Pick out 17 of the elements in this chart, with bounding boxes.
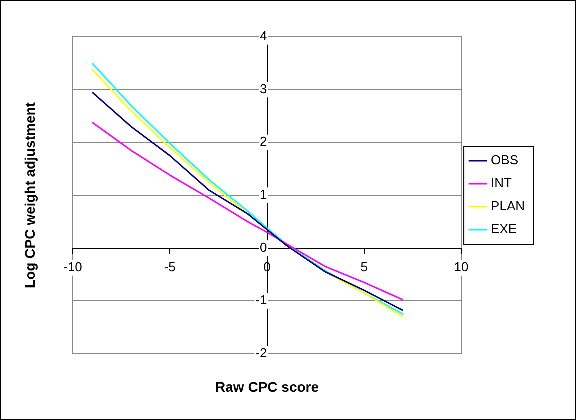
y-tick-label: -1 [256, 292, 268, 308]
y-tick-label: 1 [260, 187, 268, 202]
legend-label: OBS [491, 152, 519, 168]
legend-label: INT [491, 176, 512, 191]
y-tick-label: 0 [260, 240, 268, 255]
x-tick-label: -5 [164, 260, 176, 275]
legend-label: EXE [491, 222, 518, 237]
y-tick-label: 3 [260, 81, 268, 96]
y-tick-label: 2 [260, 134, 268, 150]
y-axis-title: Log CPC weight adjustment [22, 102, 38, 288]
x-tick-label: 10 [454, 260, 469, 275]
y-tick-label: 4 [260, 28, 268, 44]
x-axis-title: Raw CPC score [216, 378, 320, 395]
y-tick-label: -2 [256, 346, 268, 361]
legend-label: PLAN [491, 198, 526, 214]
x-tick-label: -10 [64, 260, 82, 275]
x-tick-label: 5 [360, 260, 368, 275]
